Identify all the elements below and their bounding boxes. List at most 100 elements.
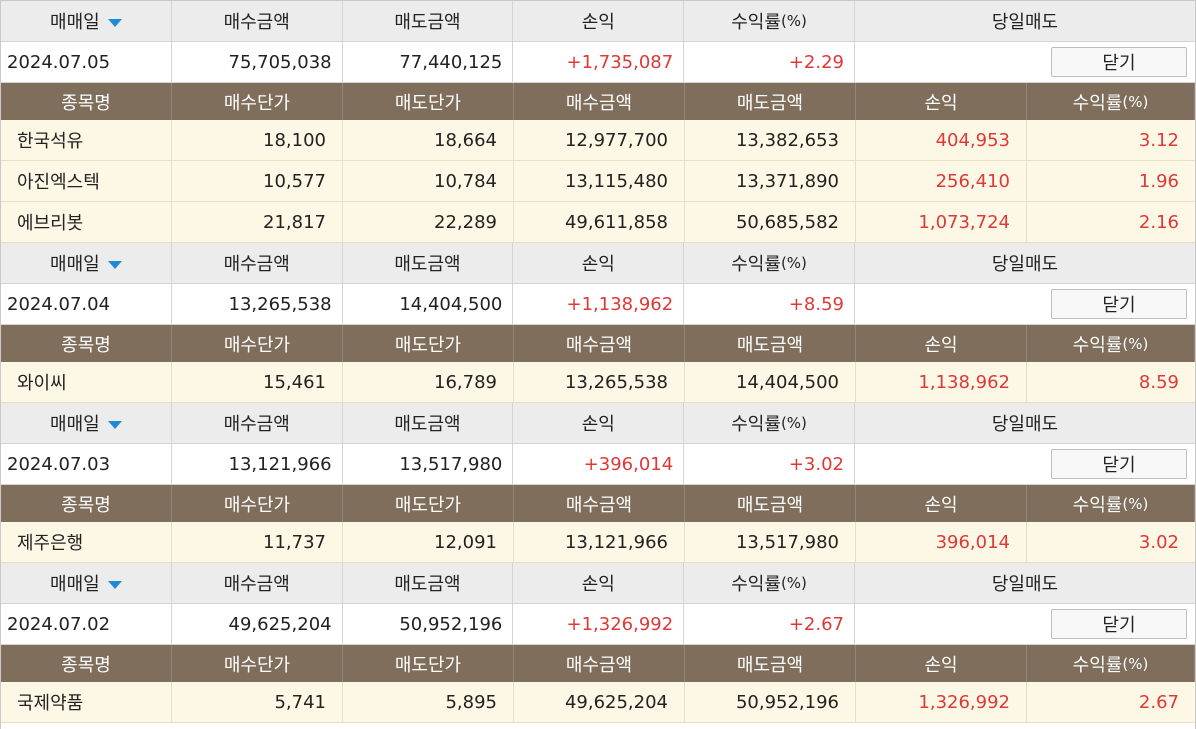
detail-profit: 1,073,724 <box>856 202 1027 242</box>
header-return-label: 수익률 <box>731 12 781 33</box>
header-buy-price: 매수단가 <box>172 83 343 120</box>
caret-down-icon[interactable] <box>107 19 122 27</box>
close-button[interactable]: 닫기 <box>1050 289 1187 319</box>
header-detail-buy-amount: 매수금액 <box>514 83 685 120</box>
summary-close-cell: 닫기 <box>855 284 1195 324</box>
header-detail-sell-amount: 매도금액 <box>685 645 856 682</box>
detail-buy-amount: 13,115,480 <box>514 161 685 201</box>
header-detail-return: 수익률 (%) <box>1027 645 1195 682</box>
summary-return: +8.59 <box>684 284 855 324</box>
header-detail-return-unit: (%) <box>1122 334 1149 353</box>
close-button[interactable]: 닫기 <box>1050 609 1187 639</box>
detail-header-row: 종목명 매수단가 매도단가 매수금액 매도금액 손익 수익률 (%) <box>1 83 1195 120</box>
header-profit: 손익 <box>513 403 685 443</box>
caret-down-icon[interactable] <box>107 421 122 429</box>
detail-row[interactable]: 국제약품 5,741 5,895 49,625,204 50,952,196 1… <box>1 682 1195 723</box>
summary-header-row: 매매일 매수금액 매도금액 손익 수익률 (%) 당일매도 <box>1 243 1195 284</box>
detail-return: 3.02 <box>1138 531 1179 553</box>
summary-return: +2.67 <box>684 604 855 644</box>
summary-profit: +1,735,087 <box>513 42 685 82</box>
header-return-label: 수익률 <box>731 574 781 595</box>
summary-row: 2024.07.02 49,625,204 50,952,196 +1,326,… <box>1 604 1195 645</box>
header-detail-return-label: 수익률 <box>1072 654 1123 676</box>
trade-group: 매매일 매수금액 매도금액 손익 수익률 (%) 당일매도 2024.07.02 … <box>1 563 1195 723</box>
header-sell-price: 매도단가 <box>343 485 514 522</box>
detail-sell-amount: 14,404,500 <box>685 362 856 402</box>
detail-sell-amount: 50,952,196 <box>685 682 856 722</box>
detail-row[interactable]: 아진엑스텍 10,577 10,784 13,115,480 13,371,89… <box>1 161 1195 202</box>
detail-profit: 256,410 <box>856 161 1027 201</box>
header-buy-amount: 매수금액 <box>172 243 343 283</box>
header-same-day-sell: 당일매도 <box>991 12 1059 33</box>
header-buy-price: 매수단가 <box>172 325 343 362</box>
summary-buy-amount: 13,265,538 <box>172 284 343 324</box>
header-sell-amount: 매도금액 <box>343 1 514 41</box>
detail-return: 2.16 <box>1138 211 1179 233</box>
detail-buy-amount: 49,625,204 <box>514 682 685 722</box>
header-return: 수익률 (%) <box>684 1 855 41</box>
buy-price: 11,737 <box>172 522 343 562</box>
header-return: 수익률 (%) <box>684 563 855 603</box>
detail-row[interactable]: 와이씨 15,461 16,789 13,265,538 14,404,500 … <box>1 362 1195 403</box>
header-return-unit: (%) <box>780 12 807 30</box>
detail-header-row: 종목명 매수단가 매도단가 매수금액 매도금액 손익 수익률 (%) <box>1 485 1195 522</box>
header-profit: 손익 <box>513 563 685 603</box>
header-detail-return: 수익률 (%) <box>1027 325 1195 362</box>
header-buy-amount: 매수금액 <box>172 403 343 443</box>
header-sell-amount: 매도금액 <box>343 243 514 283</box>
caret-down-icon[interactable] <box>107 261 122 269</box>
summary-sell-amount: 77,440,125 <box>343 42 514 82</box>
header-profit: 손익 <box>513 1 685 41</box>
header-sell-amount: 매도금액 <box>343 563 514 603</box>
header-detail-profit: 손익 <box>856 83 1027 120</box>
detail-row[interactable]: 한국석유 18,100 18,664 12,977,700 13,382,653… <box>1 120 1195 161</box>
sell-price: 18,664 <box>343 120 514 160</box>
detail-row[interactable]: 에브리봇 21,817 22,289 49,611,858 50,685,582… <box>1 202 1195 243</box>
sell-price: 10,784 <box>343 161 514 201</box>
summary-buy-amount: 49,625,204 <box>172 604 343 644</box>
header-trade-date[interactable]: 매매일 <box>1 1 172 41</box>
stock-name: 한국석유 <box>1 120 172 160</box>
close-button[interactable]: 닫기 <box>1050 449 1187 479</box>
detail-sell-amount: 13,371,890 <box>685 161 856 201</box>
header-stock-name: 종목명 <box>1 645 172 682</box>
detail-buy-amount: 13,121,966 <box>514 522 685 562</box>
header-trade-date-label: 매매일 <box>50 12 100 33</box>
summary-profit: +1,138,962 <box>513 284 685 324</box>
header-detail-profit: 손익 <box>856 645 1027 682</box>
summary-row: 2024.07.04 13,265,538 14,404,500 +1,138,… <box>1 284 1195 325</box>
trade-group: 매매일 매수금액 매도금액 손익 수익률 (%) 당일매도 2024.07.03 … <box>1 403 1195 563</box>
header-stock-name: 종목명 <box>1 485 172 522</box>
header-trade-date[interactable]: 매매일 <box>1 243 172 283</box>
detail-return: 1.96 <box>1138 170 1179 192</box>
header-return-unit: (%) <box>780 414 807 432</box>
header-sell-price: 매도단가 <box>343 325 514 362</box>
detail-buy-amount: 13,265,538 <box>514 362 685 402</box>
summary-date: 2024.07.03 <box>1 444 172 484</box>
caret-down-icon[interactable] <box>107 581 122 589</box>
summary-profit: +396,014 <box>513 444 685 484</box>
header-return-unit: (%) <box>780 254 807 272</box>
trade-group: 매매일 매수금액 매도금액 손익 수익률 (%) 당일매도 2024.07.05 … <box>1 1 1195 243</box>
buy-price: 15,461 <box>172 362 343 402</box>
header-detail-buy-amount: 매수금액 <box>514 325 685 362</box>
header-stock-name: 종목명 <box>1 325 172 362</box>
header-same-day-sell: 당일매도 <box>991 574 1059 595</box>
buy-price: 10,577 <box>172 161 343 201</box>
detail-buy-amount: 49,611,858 <box>514 202 685 242</box>
summary-row: 2024.07.05 75,705,038 77,440,125 +1,735,… <box>1 42 1195 83</box>
detail-return: 8.59 <box>1138 371 1179 393</box>
header-buy-amount: 매수금액 <box>172 563 343 603</box>
close-button[interactable]: 닫기 <box>1050 47 1187 77</box>
header-trade-date-label: 매매일 <box>50 574 100 595</box>
stock-name: 국제약품 <box>1 682 172 722</box>
header-detail-return-unit: (%) <box>1122 654 1149 673</box>
trade-group: 매매일 매수금액 매도금액 손익 수익률 (%) 당일매도 2024.07.04 … <box>1 243 1195 403</box>
header-return-label: 수익률 <box>731 414 781 435</box>
detail-row[interactable]: 제주은행 11,737 12,091 13,121,966 13,517,980… <box>1 522 1195 563</box>
header-trade-date-label: 매매일 <box>50 254 100 275</box>
header-trade-date[interactable]: 매매일 <box>1 563 172 603</box>
header-detail-return: 수익률 (%) <box>1027 485 1195 522</box>
header-trade-date[interactable]: 매매일 <box>1 403 172 443</box>
